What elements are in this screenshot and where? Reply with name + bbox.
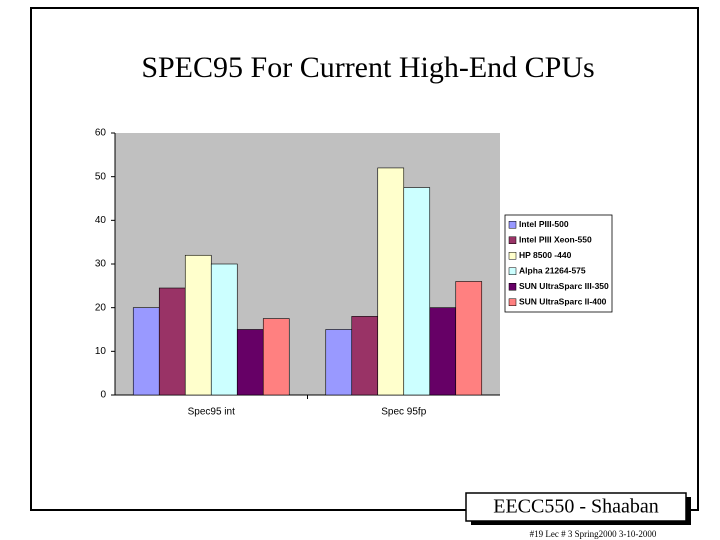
footer-course: EECC550 - Shaaban: [493, 496, 659, 518]
x-tick-label: Spec95 int: [188, 407, 235, 418]
legend-label: Alpha 21264-575: [519, 266, 586, 276]
x-tick-label: Spec 95fp: [381, 407, 426, 418]
legend-label: Intel PIII Xeon-550: [519, 235, 592, 245]
y-tick-label: 50: [95, 171, 107, 182]
bar: [377, 167, 405, 396]
legend-box: [504, 214, 613, 313]
bar: [351, 316, 379, 396]
footer-box: [465, 492, 687, 522]
legend-swatch: [508, 267, 517, 275]
bar: [210, 263, 238, 396]
legend-label: Intel PIII-500: [519, 219, 569, 229]
y-tick-label: 10: [95, 346, 107, 357]
legend-label: HP 8500 -440: [519, 250, 572, 260]
bar: [158, 287, 186, 396]
y-tick-label: 40: [95, 215, 107, 226]
y-tick-label: 30: [95, 259, 107, 270]
legend-swatch: [508, 283, 517, 291]
legend-swatch: [508, 236, 517, 244]
bar: [429, 307, 457, 396]
y-tick-label: 0: [100, 390, 106, 401]
bar: [325, 329, 353, 396]
y-tick-label: 20: [95, 302, 107, 313]
bar: [236, 329, 264, 396]
bar: [403, 187, 431, 396]
legend-label: SUN UltraSparc III-350: [519, 281, 609, 291]
y-tick-label: 60: [95, 128, 107, 139]
slide-border: [30, 7, 699, 511]
legend-swatch: [508, 221, 517, 229]
bar: [262, 318, 290, 396]
bar: [184, 254, 212, 396]
bar: [455, 281, 483, 396]
legend-label: SUN UltraSparc II-400: [519, 297, 607, 307]
bar: [132, 307, 160, 396]
chart-title: SPEC95 For Current High-End CPUs: [141, 51, 594, 84]
footer-info: #19 Lec # 3 Spring2000 3-10-2000: [530, 529, 657, 539]
legend-swatch: [508, 252, 517, 260]
legend-swatch: [508, 298, 517, 306]
